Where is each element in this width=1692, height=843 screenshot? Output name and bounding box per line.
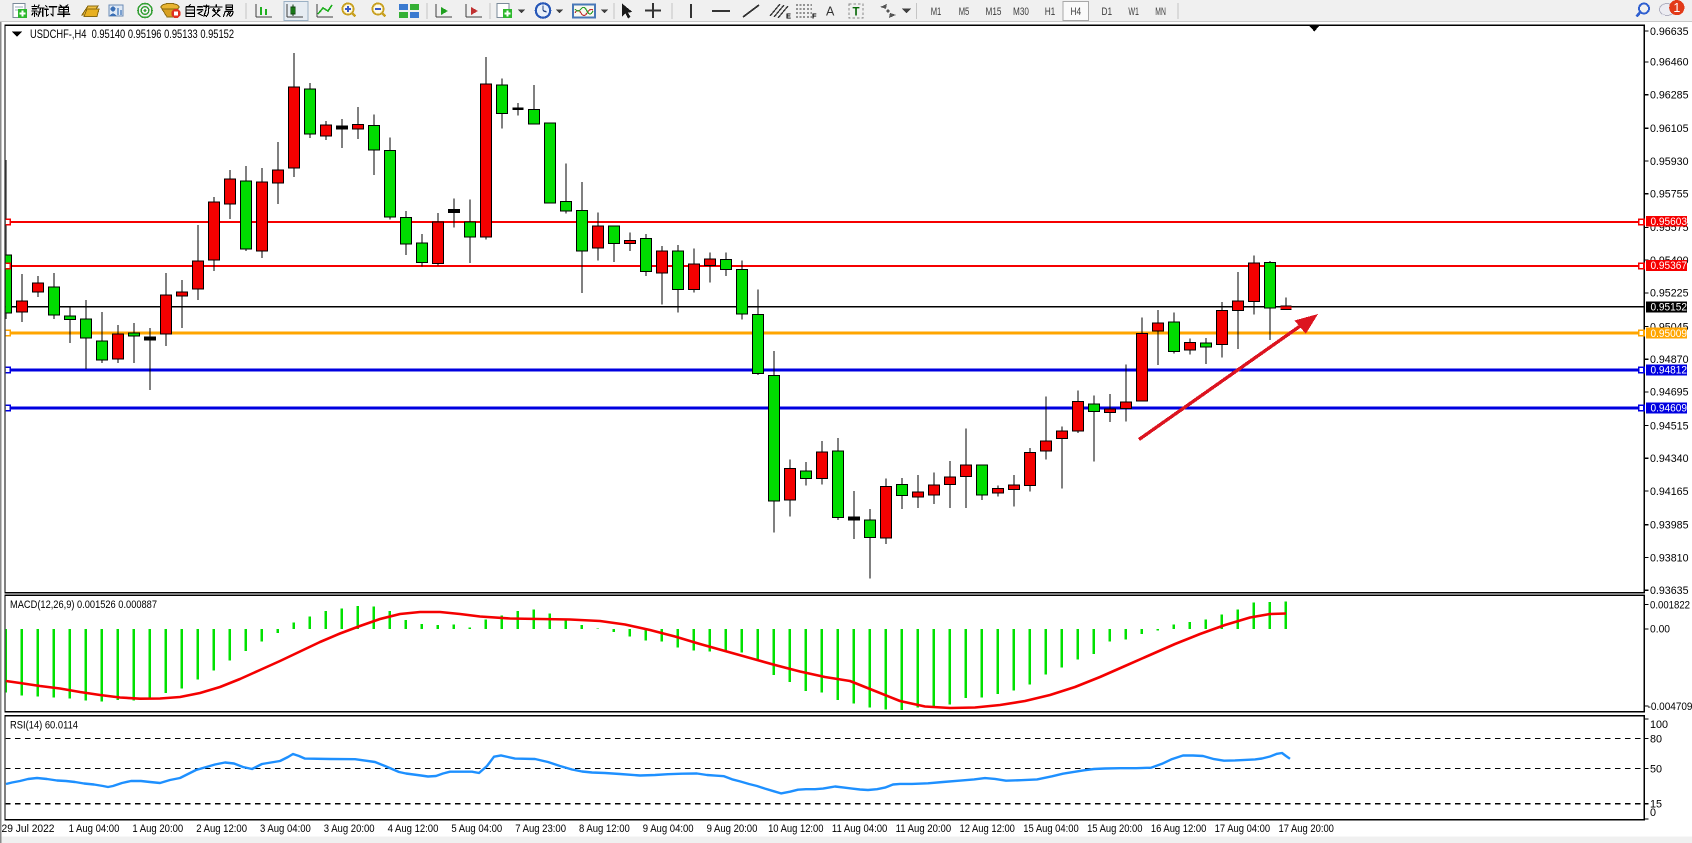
svg-text:0.95755: 0.95755 [1650,189,1689,201]
svg-text:W1: W1 [1128,6,1139,18]
svg-text:M1: M1 [931,6,942,18]
svg-text:15: 15 [1650,799,1662,811]
svg-text:MACD(12,26,9) 0.001526 0.00088: MACD(12,26,9) 0.001526 0.000887 [10,599,157,611]
svg-text:0.96105: 0.96105 [1650,123,1689,135]
svg-text:0.94870: 0.94870 [1650,354,1689,366]
svg-text:A: A [826,5,835,19]
svg-text:0.95367: 0.95367 [1651,260,1688,272]
svg-text:T: T [853,7,860,19]
svg-text:9 Aug 20:00: 9 Aug 20:00 [707,823,758,835]
svg-text:0.95152: 0.95152 [1651,302,1688,314]
svg-text:0.95930: 0.95930 [1650,156,1689,168]
svg-text:RSI(14) 60.0114: RSI(14) 60.0114 [10,720,78,732]
svg-text:E: E [786,12,791,21]
svg-text:17 Aug 04:00: 17 Aug 04:00 [1215,823,1270,835]
svg-text:15 Aug 04:00: 15 Aug 04:00 [1023,823,1078,835]
svg-text:0.94515: 0.94515 [1650,420,1689,432]
svg-text:0.94609: 0.94609 [1651,403,1688,415]
svg-text:F: F [812,12,817,21]
svg-text:0.94812: 0.94812 [1651,365,1688,377]
svg-text:5 Aug 04:00: 5 Aug 04:00 [451,823,502,835]
svg-text:M30: M30 [1013,6,1029,18]
svg-text:0.96460: 0.96460 [1650,57,1689,69]
svg-text:8 Aug 12:00: 8 Aug 12:00 [579,823,630,835]
svg-text:0.96635: 0.96635 [1650,26,1689,38]
svg-text:MN: MN [1155,6,1166,18]
svg-text:1 Aug 20:00: 1 Aug 20:00 [132,823,183,835]
svg-text:10 Aug 12:00: 10 Aug 12:00 [768,823,823,835]
svg-text:0.93985: 0.93985 [1650,520,1689,532]
svg-text:0.93810: 0.93810 [1650,552,1689,564]
svg-text:M5: M5 [959,6,970,18]
svg-text:80: 80 [1650,733,1662,745]
svg-text:12 Aug 12:00: 12 Aug 12:00 [959,823,1014,835]
svg-text:0.95009: 0.95009 [1651,328,1688,340]
svg-text:0.95225: 0.95225 [1650,288,1689,300]
svg-text:H4: H4 [1071,6,1082,18]
svg-text:7 Aug 23:00: 7 Aug 23:00 [515,823,566,835]
svg-text:0.94165: 0.94165 [1650,486,1689,498]
svg-text:1: 1 [1673,1,1680,15]
svg-text:2 Aug 12:00: 2 Aug 12:00 [196,823,247,835]
svg-text:17 Aug 20:00: 17 Aug 20:00 [1278,823,1333,835]
svg-text:3 Aug 20:00: 3 Aug 20:00 [324,823,375,835]
svg-text:11 Aug 20:00: 11 Aug 20:00 [896,823,951,835]
svg-text:H1: H1 [1045,6,1056,18]
svg-text:4 Aug 12:00: 4 Aug 12:00 [388,823,439,835]
svg-text:11 Aug 04:00: 11 Aug 04:00 [832,823,887,835]
svg-text:0.95603: 0.95603 [1651,216,1688,228]
svg-text:50: 50 [1650,763,1662,775]
svg-text:USDCHF-,H4 0.95140 0.95196 0.: USDCHF-,H4 0.95140 0.95196 0.95133 0.951… [30,27,234,41]
svg-text:0.001822: 0.001822 [1650,599,1690,611]
svg-text:M15: M15 [986,6,1002,18]
svg-text:D1: D1 [1102,6,1113,18]
svg-text:0.00: 0.00 [1650,624,1670,636]
svg-text:100: 100 [1650,719,1668,731]
svg-text:29 Jul 2022: 29 Jul 2022 [2,823,55,835]
svg-text:0.93635: 0.93635 [1650,585,1689,597]
svg-text:3 Aug 04:00: 3 Aug 04:00 [260,823,311,835]
svg-text:0: 0 [1650,807,1656,819]
svg-text:15 Aug 20:00: 15 Aug 20:00 [1087,823,1142,835]
svg-text:0.96285: 0.96285 [1650,90,1689,102]
svg-text:0.94695: 0.94695 [1650,387,1689,399]
svg-text:1 Aug 04:00: 1 Aug 04:00 [69,823,120,835]
svg-text:-0.004709: -0.004709 [1648,701,1692,713]
svg-text:9 Aug 04:00: 9 Aug 04:00 [643,823,694,835]
svg-text:0.94340: 0.94340 [1650,453,1689,465]
svg-text:16 Aug 12:00: 16 Aug 12:00 [1151,823,1206,835]
